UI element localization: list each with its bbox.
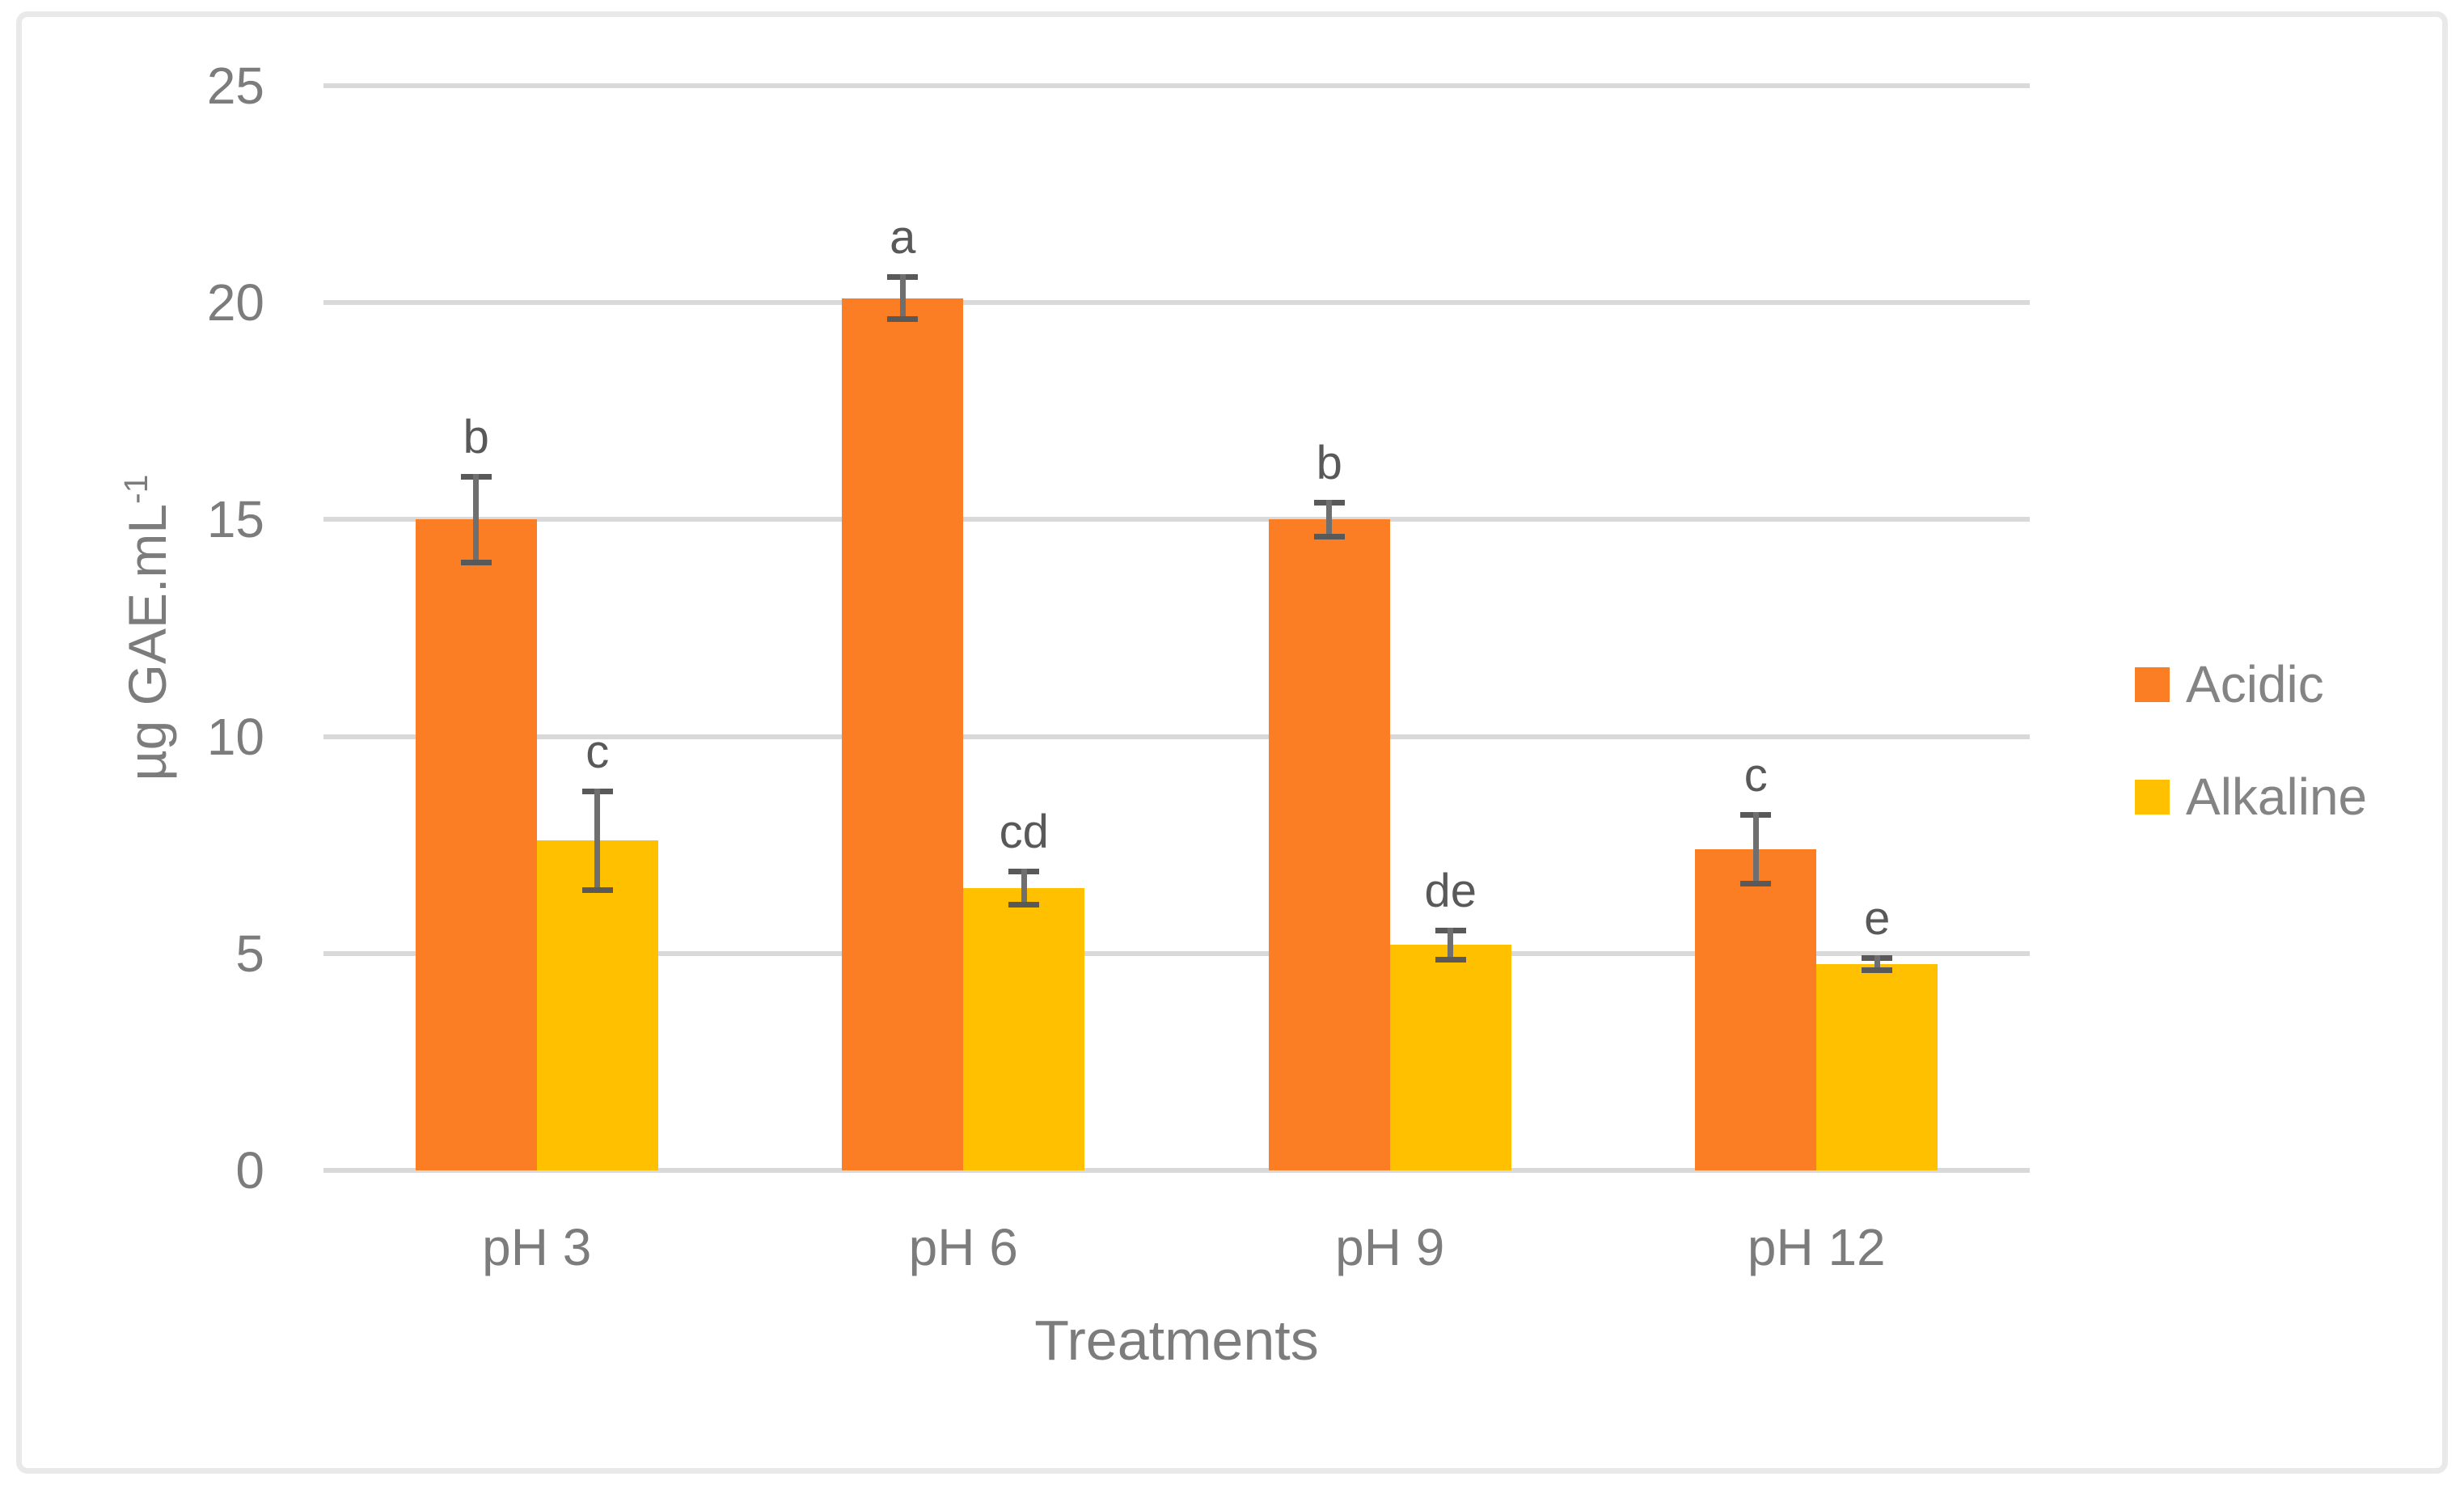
gridline-y0 (323, 1168, 2030, 1173)
error-bar-cap-bottom (1008, 902, 1040, 908)
legend-item-alkaline: Alkaline (2135, 769, 2367, 824)
gridline-y15 (323, 517, 2030, 522)
error-bar-line (1021, 869, 1027, 908)
x-axis-title: Treatments (1034, 1309, 1319, 1372)
x-tick-label-ph-12: pH 12 (1747, 1218, 1886, 1276)
error-bar (581, 788, 613, 893)
error-bar (460, 474, 492, 565)
y-axis-title: µg GAE.mL-1 (104, 304, 177, 951)
significance-letter: cd (999, 806, 1049, 859)
y-tick-label-25: 25 (206, 57, 264, 115)
bar-alkaline-ph-6 (963, 888, 1085, 1170)
error-bar (1313, 500, 1345, 539)
error-bar (887, 274, 919, 323)
error-bar-line (1752, 812, 1759, 886)
error-bar (1740, 812, 1772, 886)
significance-letter: c (585, 725, 610, 778)
y-tick-label-10: 10 (206, 707, 264, 766)
error-bar-line (899, 274, 906, 323)
error-bar (1435, 927, 1466, 962)
y-tick-label-0: 0 (235, 1141, 264, 1199)
bar-acidic-ph-9 (1268, 519, 1390, 1170)
gridline-y20 (323, 300, 2030, 306)
error-bar-line (594, 788, 601, 893)
bar-acidic-ph-3 (415, 519, 537, 1170)
y-tick-label-15: 15 (206, 490, 264, 549)
gridline-y25 (323, 83, 2030, 88)
legend-label-alkaline: Alkaline (2186, 768, 2368, 826)
legend-label-acidic: Acidic (2186, 655, 2324, 713)
x-tick-label-ph-6: pH 6 (908, 1218, 1018, 1276)
x-tick-label-ph-3: pH 3 (482, 1218, 592, 1276)
significance-letter: e (1864, 892, 1891, 946)
bar-acidic-ph-6 (842, 298, 964, 1170)
error-bar-cap-bottom (460, 559, 492, 565)
x-tick-label-ph-9: pH 9 (1335, 1218, 1445, 1276)
legend-swatch-acidic (2135, 666, 2170, 702)
bar-acidic-ph-12 (1695, 849, 1817, 1170)
error-bar-cap-bottom (581, 886, 613, 893)
gridline-y10 (323, 734, 2030, 739)
error-bar-line (473, 474, 480, 565)
error-bar-line (1448, 927, 1454, 962)
y-tick-label-20: 20 (206, 273, 264, 332)
significance-letter: a (890, 211, 916, 264)
error-bar-line (1326, 500, 1333, 539)
error-bar-cap-bottom (887, 316, 919, 323)
significance-letter: de (1424, 864, 1477, 917)
legend-swatch-alkaline (2135, 779, 2170, 814)
error-bar-cap-bottom (1313, 533, 1345, 539)
legend-item-acidic: Acidic (2135, 657, 2367, 712)
error-bar-cap-bottom (1740, 880, 1772, 886)
gridline-y5 (323, 950, 2030, 956)
error-bar (1862, 955, 1893, 973)
significance-letter: b (1316, 437, 1342, 490)
bar-alkaline-ph-12 (1816, 964, 1938, 1170)
bar-alkaline-ph-9 (1389, 945, 1511, 1170)
error-bar (1008, 869, 1040, 908)
significance-letter: b (463, 411, 489, 464)
legend: Acidic Alkaline (2135, 657, 2367, 882)
error-bar-line (1874, 955, 1880, 973)
y-tick-label-5: 5 (235, 924, 264, 983)
bar-alkaline-ph-3 (536, 840, 658, 1170)
error-bar-cap-bottom (1435, 956, 1466, 962)
error-bar-cap-bottom (1862, 967, 1893, 973)
plot-area: b c a cd b de c e (323, 83, 2030, 1173)
significance-letter: c (1743, 749, 1768, 802)
